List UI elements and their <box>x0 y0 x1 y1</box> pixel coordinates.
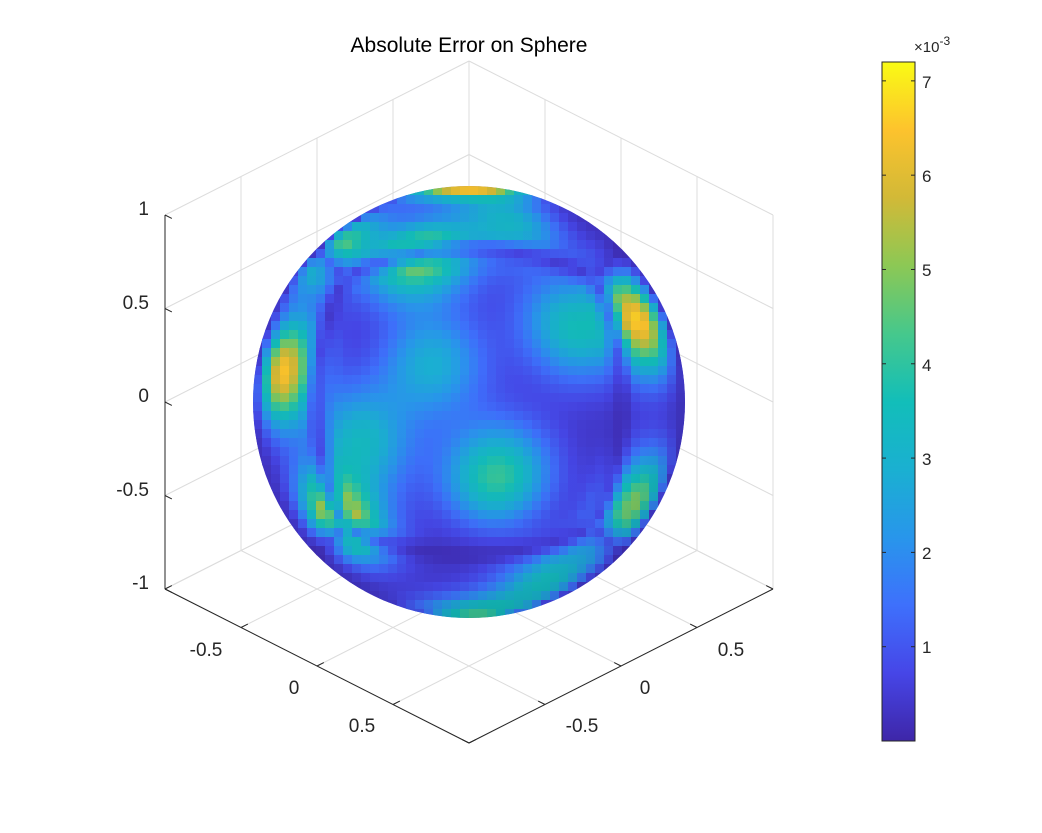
colorbar-tick-label: 3 <box>922 450 931 469</box>
x-tick-label: -0.5 <box>190 640 223 661</box>
y-tick-label: 0 <box>640 678 651 699</box>
z-tick-mark <box>164 308 173 313</box>
colorbar-tick-label: 6 <box>922 167 931 186</box>
colorbar-tick-label: 4 <box>922 356 931 375</box>
z-tick-mark <box>164 588 173 593</box>
z-tick-mark <box>164 495 173 500</box>
colorbar-tick-label: 5 <box>922 261 931 280</box>
x-tick-mark <box>689 623 698 628</box>
y-tick-label: 0.5 <box>718 640 744 661</box>
x-tick-mark <box>613 662 622 667</box>
colorbar-tick-labels: 1 2 3 4 5 6 7 <box>922 73 931 657</box>
x-tick-mark <box>765 585 774 590</box>
y-tick-mark <box>240 623 249 628</box>
x-tick-mark <box>461 739 470 744</box>
x-tick-label: 0.5 <box>349 716 375 737</box>
z-tick-mark <box>164 214 173 219</box>
colorbar-tick-label: 2 <box>922 544 931 563</box>
y-tick-mark <box>164 585 173 590</box>
sphere-surface <box>253 186 685 618</box>
grid-line <box>164 154 470 309</box>
chart-title: Absolute Error on Sphere <box>351 34 588 57</box>
colorbar-tick-label: 1 <box>922 638 931 657</box>
x-tick-mark <box>537 700 546 705</box>
y-tick-mark <box>468 739 477 744</box>
y-tick-mark <box>316 662 325 667</box>
z-tick-label: -0.5 <box>116 480 149 501</box>
grid-line <box>164 60 470 216</box>
sphere-shading <box>253 186 685 618</box>
grid-line <box>468 154 774 309</box>
grid-line <box>392 550 698 705</box>
z-axis-ticks: 1 0.5 0 -0.5 -1 <box>116 199 149 594</box>
y-tick-label: -0.5 <box>566 716 599 737</box>
y-axis-ticks: -0.5 0 0.5 <box>566 640 745 737</box>
z-tick-label: 0.5 <box>123 293 149 314</box>
axes-3d: 1 0.5 0 -0.5 -1 -0.5 0 0.5 -0.5 0 0.5 <box>116 60 774 744</box>
z-tick-label: -1 <box>132 573 149 594</box>
axis-lines <box>164 214 774 744</box>
y-tick-mark <box>392 700 401 705</box>
z-tick-mark <box>164 401 173 406</box>
colorbar-gradient <box>881 61 916 742</box>
colorbar: 1 2 3 4 5 6 7 ×10-3 <box>881 34 950 742</box>
grid-line <box>468 60 774 216</box>
z-tick-label: 0 <box>138 386 149 407</box>
z-tick-label: 1 <box>138 199 149 220</box>
x-axis-ticks: -0.5 0 0.5 <box>190 640 376 737</box>
colorbar-exponent-label: ×10-3 <box>914 34 950 56</box>
colorbar-tick-label: 7 <box>922 73 931 92</box>
x-tick-label: 0 <box>289 678 300 699</box>
colorbar-ticks <box>882 80 915 648</box>
